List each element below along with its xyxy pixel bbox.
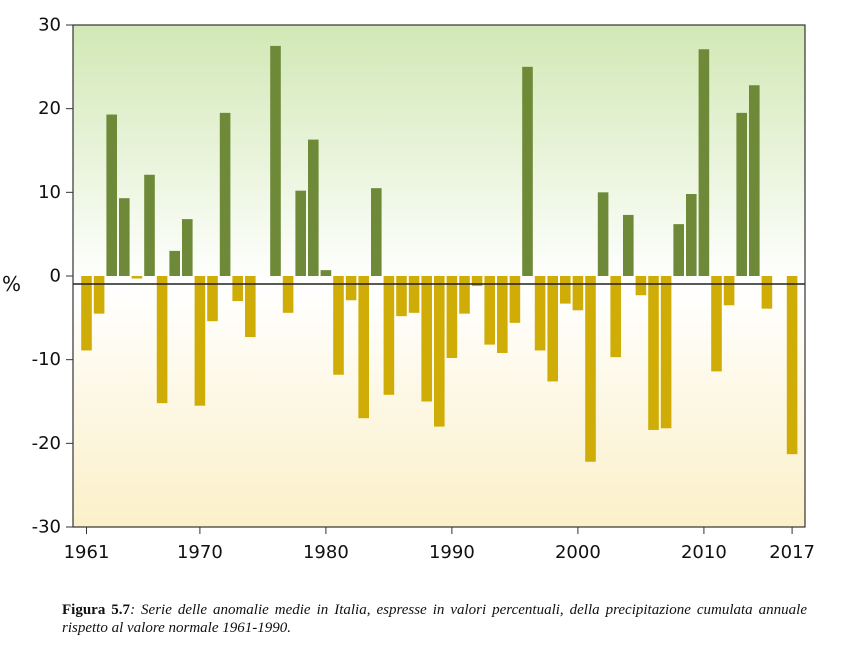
bar-1988 (421, 276, 432, 402)
bar-1964 (119, 198, 130, 276)
bar-1993 (484, 276, 495, 345)
y-axis-label: % (2, 272, 21, 296)
bar-2015 (761, 276, 773, 309)
bar-1961 (81, 276, 92, 351)
bar-1999 (560, 276, 571, 304)
x-tick-label: 2010 (681, 542, 727, 563)
bar-1979 (308, 139, 319, 276)
bar-1974 (245, 276, 256, 338)
bar-1997 (534, 276, 546, 351)
bar-1984 (371, 188, 382, 276)
bar-1977 (282, 276, 294, 313)
bar-2013 (736, 112, 747, 276)
caption-label: Figura 5.7 (62, 602, 131, 618)
x-tick-label: 1980 (303, 542, 349, 563)
bar-2006 (648, 276, 659, 430)
bar-1965 (131, 276, 143, 279)
bar-1967 (156, 276, 168, 404)
bar-2004 (623, 214, 634, 276)
bar-2000 (572, 276, 584, 311)
bar-1991 (459, 276, 470, 314)
bar-1985 (383, 276, 395, 395)
bar-1970 (194, 276, 206, 406)
y-tick-label: 0 (50, 266, 61, 287)
y-axis: 30 20 10 0 -10 -20 -30 (32, 15, 73, 538)
x-tick-label: 1990 (429, 542, 475, 563)
bar-1989 (434, 276, 445, 427)
bar-1973 (232, 276, 243, 302)
y-tick-label: 10 (38, 182, 61, 203)
bar-1968 (169, 250, 180, 276)
bar-1982 (345, 276, 357, 301)
bar-2011 (711, 276, 722, 372)
y-tick-label: -30 (32, 517, 61, 538)
bar-1966 (144, 174, 155, 276)
bar-2014 (749, 85, 760, 277)
bar-1969 (182, 219, 193, 276)
bar-2009 (686, 194, 697, 276)
bar-1986 (396, 276, 407, 317)
bar-1976 (270, 45, 281, 276)
y-tick-label: 30 (38, 15, 61, 36)
y-tick-label: -20 (32, 433, 61, 454)
x-axis: 1961 1970 1980 1990 2000 2010 2017 (64, 527, 815, 563)
bar-1998 (547, 276, 558, 382)
caption-text: : Serie delle anomalie medie in Italia, … (62, 602, 807, 636)
figure-caption: Figura 5.7: Serie delle anomalie medie i… (62, 601, 807, 637)
x-tick-label: 2000 (555, 542, 601, 563)
bar-2017 (786, 276, 798, 455)
y-tick-label: 20 (38, 98, 61, 119)
bar-1994 (497, 276, 508, 353)
bar-1987 (408, 276, 420, 313)
bar-1992 (471, 276, 483, 287)
bar-1990 (446, 276, 458, 358)
x-tick-label: 1961 (64, 542, 110, 563)
y-tick-label: -10 (32, 349, 61, 370)
bar-2002 (597, 192, 609, 276)
bar-2010 (698, 49, 710, 277)
x-tick-label: 1970 (177, 542, 223, 563)
bar-1962 (93, 276, 105, 314)
bar-2008 (673, 224, 684, 276)
bar-2007 (660, 276, 672, 429)
x-tick-label: 2017 (769, 542, 815, 563)
bar-1996 (522, 66, 533, 276)
bars-group (81, 45, 798, 462)
bar-1972 (219, 112, 231, 276)
bar-2001 (585, 276, 596, 462)
bar-1995 (509, 276, 521, 323)
bar-1980 (320, 270, 332, 276)
bar-2003 (610, 276, 621, 358)
bar-1981 (333, 276, 344, 375)
bar-2012 (723, 276, 735, 306)
bar-1978 (295, 190, 306, 276)
bar-1971 (207, 276, 218, 322)
bar-1983 (358, 276, 369, 419)
bar-1963 (106, 114, 117, 277)
bar-2005 (635, 276, 647, 296)
